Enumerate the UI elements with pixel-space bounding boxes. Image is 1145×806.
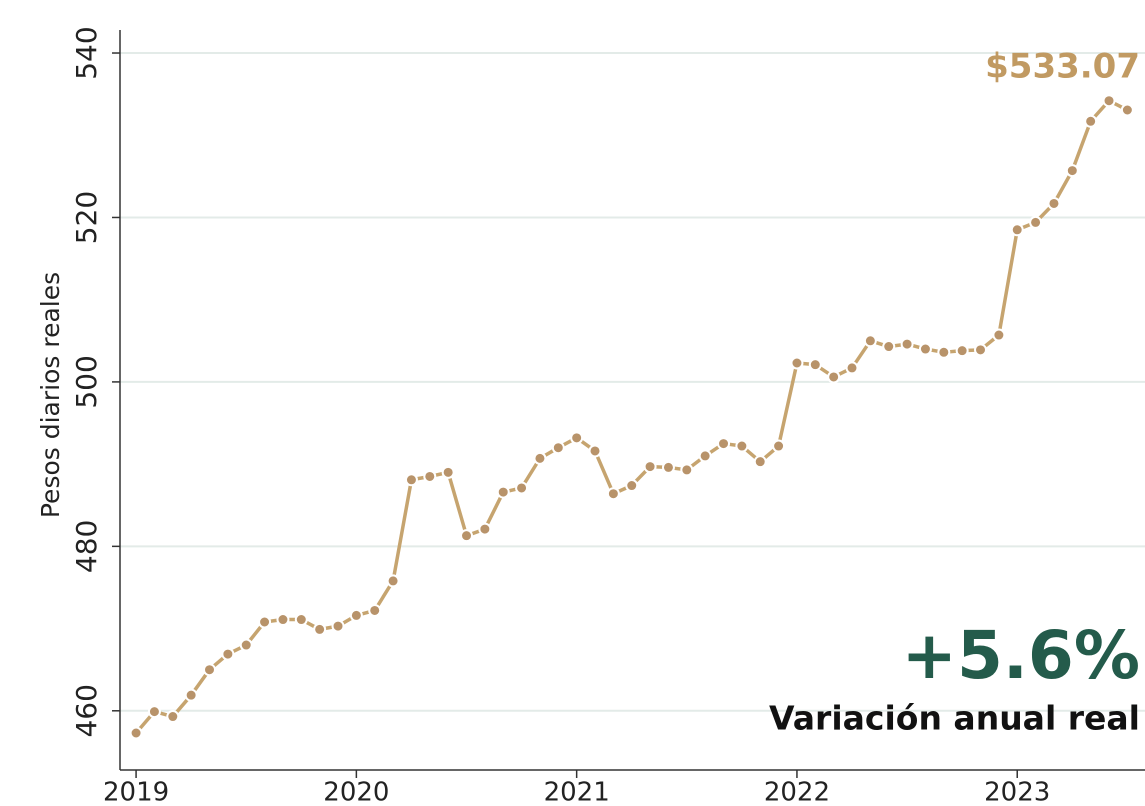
annotation-caption: Variación anual real [769,699,1140,738]
point [129,726,143,740]
point [478,522,492,536]
point [1065,164,1079,178]
point [276,613,290,627]
point [515,481,529,495]
point [918,342,932,356]
point [937,345,951,359]
point [863,334,877,348]
y-axis-label: Pesos diarios reales [36,272,65,518]
point [717,437,731,451]
point [680,463,694,477]
point [772,439,786,453]
point [992,328,1006,342]
value-label: $533.07 [985,47,1140,87]
point [588,444,602,458]
point [790,356,804,370]
point [166,710,180,724]
y-tick-label: 500 [70,355,103,408]
point [827,370,841,384]
point [460,529,474,543]
point [1029,215,1043,229]
point [313,622,327,636]
point [184,688,198,702]
point [1102,94,1116,108]
y-tick-label: 480 [70,520,103,573]
point [1010,223,1024,237]
point [955,344,969,358]
point [643,460,657,474]
x-tick-label: 2020 [323,778,389,806]
point [331,619,345,633]
point [533,451,547,465]
point [294,613,308,627]
point [625,479,639,493]
point [221,647,235,661]
point [203,663,217,677]
y-tick-label: 520 [70,191,103,244]
point [258,615,272,629]
point [845,361,859,375]
point [368,603,382,617]
point [661,460,675,474]
annotation-value: +5.6% [902,617,1140,694]
point [974,343,988,357]
point [349,608,363,622]
point [1120,103,1134,117]
point [404,473,418,487]
point [1084,114,1098,128]
point [808,358,822,372]
x-tick-label: 2022 [764,778,830,806]
point [606,487,620,501]
point [735,439,749,453]
point [551,441,565,455]
point [423,469,437,483]
point [1047,196,1061,210]
point [386,574,400,588]
y-tick-label: 460 [70,684,103,737]
point [496,485,510,499]
x-tick-label: 2019 [103,778,169,806]
point [147,705,161,719]
point [570,431,584,445]
x-tick-label: 2021 [544,778,610,806]
point [753,455,767,469]
x-tick-label: 2023 [984,778,1050,806]
point [882,340,896,354]
y-tick-label: 540 [70,26,103,79]
point [900,337,914,351]
point [239,638,253,652]
point [441,465,455,479]
point [698,449,712,463]
